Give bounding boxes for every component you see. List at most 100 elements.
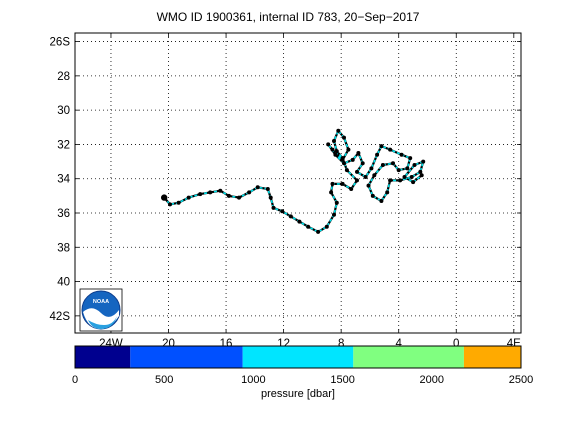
position-marker	[402, 175, 407, 179]
position-marker	[391, 161, 395, 166]
logo-text: NOAA	[93, 299, 109, 305]
position-marker	[268, 195, 273, 200]
position-marker	[330, 181, 335, 186]
position-marker	[408, 156, 413, 161]
colorbar-segment	[75, 346, 131, 368]
position-marker	[419, 173, 424, 178]
position-marker	[344, 168, 349, 173]
position-marker	[218, 188, 223, 193]
position-marker	[340, 181, 345, 186]
position-marker	[297, 219, 302, 224]
position-marker	[226, 193, 231, 198]
position-markers	[161, 128, 426, 234]
position-marker	[418, 169, 423, 174]
position-marker	[388, 147, 393, 152]
y-tick-label: 38	[57, 242, 70, 254]
position-marker	[332, 212, 336, 217]
position-marker	[198, 192, 203, 197]
position-marker	[247, 190, 252, 195]
position-marker	[388, 178, 393, 183]
position-marker	[208, 190, 213, 195]
y-tick-label: 32	[57, 139, 70, 151]
plot-area	[74, 32, 522, 334]
position-marker	[333, 152, 338, 157]
y-tick-label: 28	[57, 71, 70, 83]
noaa-logo: NOAA	[79, 288, 123, 332]
position-marker	[346, 147, 351, 152]
position-marker	[329, 190, 334, 195]
position-marker	[355, 178, 359, 183]
x-tick-label: 8	[338, 338, 344, 350]
position-marker	[399, 152, 404, 157]
position-marker	[326, 142, 331, 147]
x-tick-label: 0	[453, 338, 459, 350]
y-tick-label: 36	[57, 208, 70, 220]
position-marker	[363, 175, 368, 179]
colorbar-tick-label: 1000	[241, 374, 265, 386]
position-marker	[380, 163, 385, 167]
logo-wave-shape	[88, 316, 117, 329]
position-marker	[288, 214, 293, 219]
position-marker	[330, 147, 335, 152]
y-tick-label: 40	[57, 277, 70, 289]
position-marker	[411, 180, 416, 185]
position-marker	[237, 195, 241, 200]
position-marker	[176, 200, 181, 205]
colorbar-tick-label: 500	[155, 374, 173, 386]
x-tick-label: 4	[396, 338, 403, 350]
position-marker	[336, 128, 341, 133]
position-marker	[379, 199, 384, 203]
position-marker	[340, 157, 345, 162]
position-marker	[375, 152, 380, 157]
position-marker	[370, 193, 375, 198]
position-marker	[349, 187, 354, 191]
position-marker	[316, 229, 321, 234]
position-marker	[412, 163, 417, 167]
colorbar-frame	[74, 345, 522, 369]
y-tick-label: 34	[57, 174, 70, 186]
position-marker	[342, 161, 346, 166]
position-marker	[324, 224, 329, 229]
colorbar-segment	[353, 346, 464, 368]
position-marker	[280, 209, 285, 214]
y-tick-label: 30	[57, 105, 70, 117]
position-marker	[421, 159, 426, 164]
position-marker	[306, 224, 311, 229]
colorbar-tick-label: 0	[72, 374, 78, 386]
colorbar-segment	[242, 346, 354, 368]
colorbar: 0 500 1000 1500 2000 2500 pressure [dbar]	[72, 345, 533, 400]
position-marker	[398, 178, 403, 183]
position-marker	[405, 166, 410, 171]
position-marker	[396, 168, 401, 173]
position-marker	[366, 183, 371, 188]
position-marker	[360, 161, 365, 166]
position-marker	[332, 139, 336, 143]
y-tick-label: 42S	[50, 311, 71, 323]
position-marker	[334, 200, 339, 205]
position-marker	[356, 151, 361, 155]
position-marker	[350, 157, 355, 162]
chart-title: WMO ID 1900361, internal ID 783, 20−Sep−…	[156, 10, 420, 24]
position-marker	[409, 175, 414, 179]
y-tick-label: 26S	[50, 37, 71, 49]
position-marker	[168, 202, 172, 207]
position-marker	[255, 185, 260, 190]
position-marker	[186, 195, 191, 200]
colorbar-tick-label: 2000	[420, 374, 444, 386]
colorbar-tick-label: 1500	[330, 374, 354, 386]
colorbar-segment	[130, 346, 243, 368]
colorbar-label: pressure [dbar]	[261, 388, 335, 400]
deployment-marker	[161, 194, 168, 201]
colorbar-segment	[463, 346, 521, 368]
position-marker	[355, 169, 359, 174]
position-marker	[385, 190, 390, 195]
colorbar-tick-label: 2500	[509, 374, 533, 386]
position-marker	[342, 135, 346, 140]
position-marker	[334, 149, 339, 154]
position-marker	[271, 205, 276, 210]
position-marker	[369, 166, 374, 171]
position-marker	[379, 144, 384, 149]
position-marker	[265, 187, 270, 191]
